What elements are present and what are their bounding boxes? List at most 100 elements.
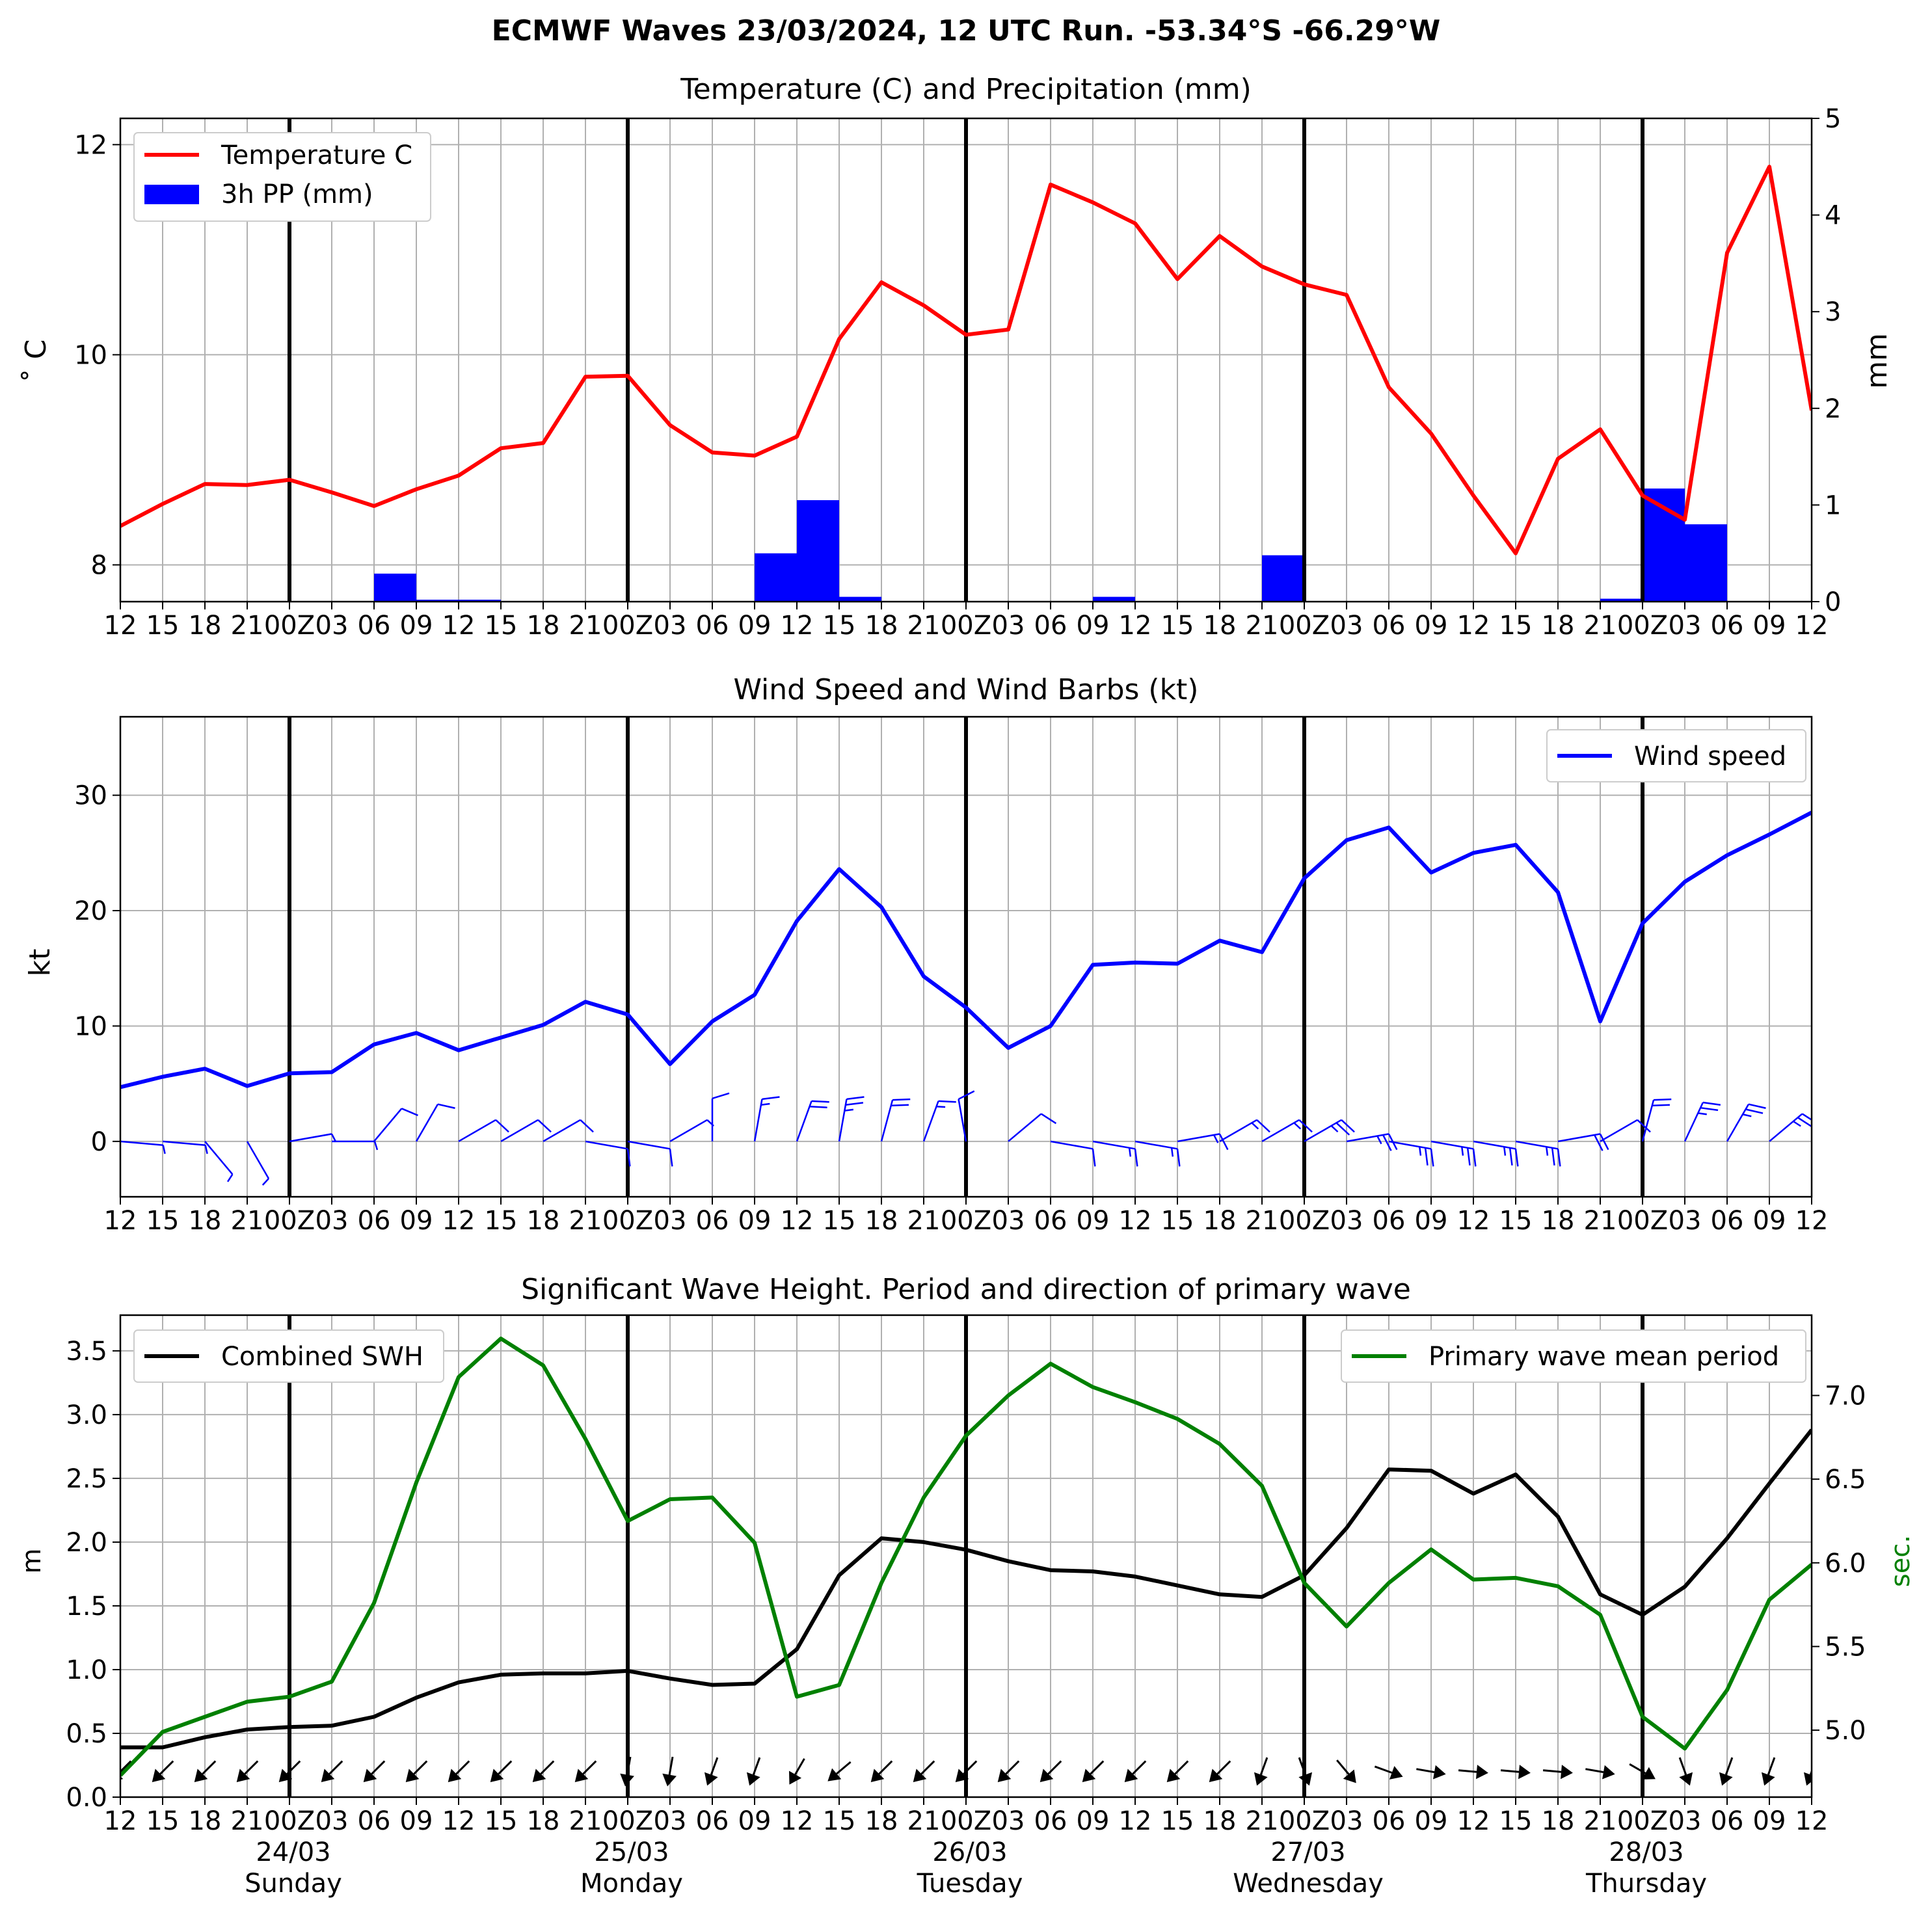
arrow-head [405,1769,420,1783]
arrow-shaft [1724,1757,1734,1776]
legend-box [1546,729,1806,782]
x-tick-label: 03 [1669,611,1702,641]
y-tick-label: 0.5 [66,1719,107,1749]
y-tick-label: 1.5 [66,1592,107,1622]
x-tick-label: 21 [1584,611,1617,641]
wind-barb-feather [1700,1106,1719,1112]
x-tick-label: 21 [231,1806,264,1836]
x-tick-label: 18 [1203,611,1237,641]
wind-barb [1134,1140,1181,1167]
y2-tick-label: 5.5 [1825,1632,1866,1662]
x-tick-label: 00Z [264,1206,315,1236]
arrow-shaft [752,1757,761,1776]
wind-barb-feather [712,1092,730,1100]
wave-direction-arrow [1458,1765,1488,1780]
wind-barb [332,1140,379,1151]
wind-barb [1261,1119,1313,1142]
wind-barb [1769,1113,1812,1142]
x-tick-label: 18 [189,1206,222,1236]
day-date-label: 25/03 [594,1837,669,1867]
wind-barb [246,1141,270,1186]
wind-barb-staff [1261,1119,1300,1142]
x-tick-label: 09 [1753,1206,1786,1236]
y2-tick-label: 3 [1825,297,1841,327]
wind-barb [585,1140,631,1167]
day-name-label: Tuesday [917,1869,1023,1899]
arrow-shaft [498,1760,513,1775]
wind-barb [415,1103,455,1142]
wave-direction-arrow [870,1760,893,1783]
precip-bar [1093,596,1135,602]
legend-label-period: Primary wave mean period [1429,1342,1779,1372]
x-tick-label: 09 [1753,1806,1786,1836]
x-tick-label: 00Z [1617,1806,1668,1836]
x-tick-label: 03 [315,1806,349,1836]
wind-barb [543,1119,594,1142]
wave-direction-arrow [1719,1757,1734,1786]
wind-barb-feather [1256,1119,1270,1133]
precip-bar [797,500,839,602]
x-tick-label: 00Z [941,1206,991,1236]
wind-barb-feather [1748,1103,1766,1109]
arrow-shaft [1174,1760,1189,1775]
arrow-shaft [1216,1760,1231,1775]
x-tick-label: 00Z [602,611,653,641]
x-tick-label: 06 [696,1206,729,1236]
wind-barb-half-feather [262,1178,269,1186]
wind-barb-feather [669,1149,673,1167]
wind-barb-half-feather [1793,1120,1801,1127]
x-tick-label: 18 [527,1806,560,1836]
wind-barb-staff [1515,1140,1559,1150]
wind-barb-staff [1726,1104,1750,1142]
x-tick-label: 06 [358,1806,391,1836]
wind-barb-feather [1092,1149,1096,1167]
wind-barb [1430,1140,1477,1167]
wind-barb-staff [415,1104,439,1142]
arrow-shaft [1374,1765,1393,1774]
wind-barb [373,1108,418,1142]
wind-barb-feather [1797,1117,1812,1128]
wave-direction-arrows [120,1756,1812,1787]
x-tick-label: 21 [1246,611,1279,641]
wind-barb-feather [1637,1119,1651,1133]
x-tick-label: 09 [400,611,433,641]
wind-barb [1726,1103,1766,1142]
legend-swatch-precip [144,185,199,204]
arrow-head [448,1769,462,1783]
y-tick-label: 8 [91,550,107,580]
wind-barb-feather [938,1100,956,1103]
x-tick-label: 09 [1753,611,1786,641]
wind-barb-half-feather [1128,1147,1132,1157]
wind-barb-half-feather [1503,1147,1507,1156]
wind-panel: Wind Speed and Wind Barbs (kt) kt 0 10 20 3… [23,673,1828,1236]
arrow-head [662,1773,677,1787]
wind-barb-half-feather [1546,1147,1549,1156]
wind-barb-half-feather [330,1133,337,1143]
x-tick-label: 00Z [1279,611,1330,641]
x-tick-label: 06 [1373,611,1406,641]
wind-barb-staff [1641,1099,1655,1142]
precip-bar [839,596,881,602]
y2-tick-label: 4 [1825,201,1841,231]
y-tick-label: 30 [74,781,107,811]
wind-barb [1008,1113,1057,1142]
x-tick-label: 15 [1499,1806,1533,1836]
arrow-head [913,1769,927,1783]
x-tick-label: 00Z [264,611,315,641]
figure-title: ECMWF Waves 23/03/2024, 12 UTC Run. -53.… [492,14,1441,47]
wave-direction-arrow [321,1760,343,1783]
plot-frame [119,715,1813,1198]
wind-barb-staff [1430,1140,1474,1150]
x-tick-label: 09 [1077,611,1110,641]
wind-barb-feather [1134,1149,1138,1167]
wind-barb-staff [1769,1113,1803,1142]
x-tick-label: 00Z [1617,611,1668,641]
x-tick-label: 03 [1330,1806,1363,1836]
x-tick-label: 09 [1077,1206,1110,1236]
x-tick-label: 12 [104,1206,137,1236]
y2-tick-label: 7.0 [1825,1381,1866,1411]
wind-barb-feather [1298,1119,1313,1133]
x-tick-label: 09 [1415,1206,1448,1236]
x-tick-label: 15 [823,1806,856,1836]
